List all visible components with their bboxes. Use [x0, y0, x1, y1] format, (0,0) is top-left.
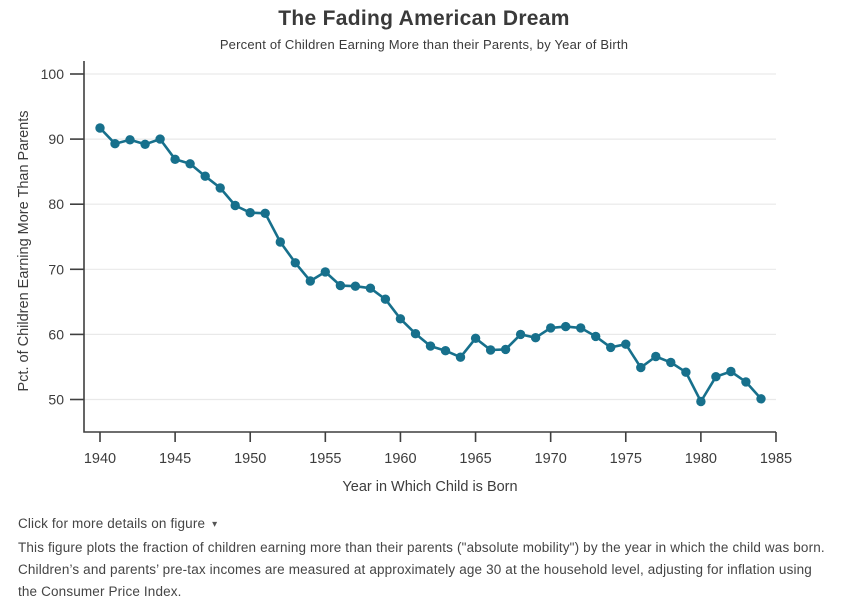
x-tick-label: 1940	[84, 451, 116, 467]
data-point	[666, 357, 676, 368]
data-point	[155, 134, 165, 144]
x-tick-label: 1965	[459, 451, 491, 467]
data-point	[696, 396, 706, 407]
data-point	[741, 377, 751, 387]
data-point	[440, 346, 451, 356]
y-tick-label: 50	[48, 392, 64, 408]
data-point	[485, 345, 496, 355]
details-toggle[interactable]: Click for more details on figure ▾	[18, 516, 217, 531]
chevron-down-icon: ▾	[212, 518, 218, 530]
data-point	[636, 362, 646, 373]
data-point	[215, 183, 225, 193]
data-point	[561, 321, 571, 332]
data-point	[681, 367, 691, 377]
figure-description: This figure plots the fraction of childr…	[18, 540, 825, 599]
x-tick-label: 1980	[685, 451, 717, 467]
data-point	[350, 281, 361, 291]
data-point	[621, 339, 631, 349]
data-point	[726, 366, 736, 377]
data-point	[756, 394, 766, 404]
data-point	[125, 135, 135, 145]
data-point	[305, 276, 315, 286]
x-axis-title: Year in Which Child is Born	[342, 479, 517, 495]
data-point	[290, 258, 300, 268]
data-point	[380, 294, 391, 304]
data-point	[591, 331, 601, 342]
data-point	[470, 333, 481, 343]
y-tick-label: 70	[48, 261, 64, 277]
data-point	[95, 123, 105, 133]
y-tick-label: 100	[41, 66, 65, 82]
data-point	[455, 352, 466, 362]
data-point	[185, 159, 195, 169]
data-point	[230, 200, 240, 211]
data-point	[320, 267, 330, 277]
data-point	[245, 208, 255, 218]
details-toggle-label: Click for more details on figure	[18, 516, 206, 531]
x-tick-label: 1945	[159, 451, 191, 467]
data-point	[410, 329, 421, 339]
x-tick-label: 1970	[535, 451, 567, 467]
y-tick-label: 90	[48, 131, 64, 147]
chart-subtitle: Percent of Children Earning More than th…	[219, 37, 629, 52]
x-tick-label: 1975	[610, 451, 642, 467]
chart-header: The Fading American Dream Percent of Chi…	[0, 0, 848, 52]
data-point	[515, 329, 526, 340]
data-point	[260, 208, 270, 218]
data-point	[335, 280, 346, 291]
y-axis-title: Pct. of Children Earning More Than Paren…	[16, 110, 32, 391]
data-point	[606, 342, 616, 353]
data-point	[425, 341, 436, 351]
data-point	[140, 139, 150, 149]
data-point	[170, 154, 180, 164]
data-point	[365, 283, 376, 293]
data-point	[110, 139, 120, 149]
data-point	[651, 351, 661, 362]
x-tick-label: 1985	[760, 451, 792, 467]
y-tick-label: 80	[48, 196, 64, 212]
y-tick-label: 60	[48, 326, 64, 342]
data-point	[500, 344, 511, 355]
data-point	[200, 171, 210, 181]
x-tick-label: 1960	[384, 451, 416, 467]
data-point	[530, 333, 541, 343]
chart-footer: Click for more details on figure ▾ This …	[0, 504, 848, 603]
x-tick-label: 1955	[309, 451, 341, 467]
mobility-line-chart: 50 60 70 80 90 100 1940 1945 1950 1955 1960 1965 197…	[16, 61, 792, 495]
axis-lines	[83, 61, 776, 433]
data-point	[711, 372, 721, 382]
data-point	[576, 323, 586, 333]
data-point	[546, 323, 556, 333]
data-line	[99, 127, 762, 403]
chart-title: The Fading American Dream	[278, 7, 570, 30]
x-tick-label: 1950	[234, 451, 266, 467]
data-point	[395, 314, 406, 324]
data-point	[275, 237, 285, 247]
